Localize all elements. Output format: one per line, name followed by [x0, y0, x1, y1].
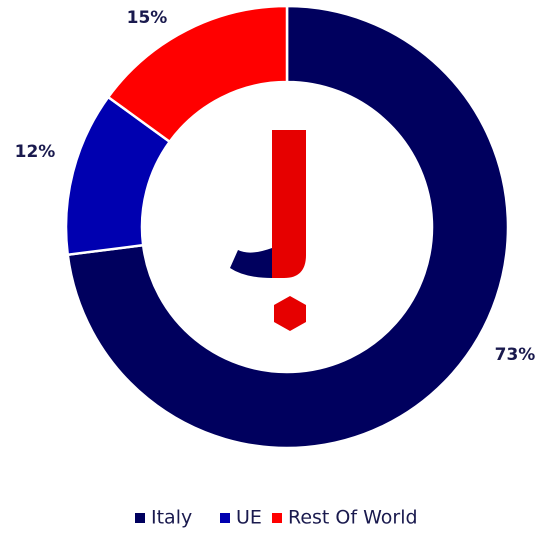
legend-label: UE	[236, 507, 262, 529]
logo-hook	[230, 248, 272, 278]
logo-dot	[274, 296, 306, 331]
donut	[64, 4, 510, 450]
logo-bar	[272, 130, 306, 278]
legend-swatch	[220, 513, 230, 523]
legend-swatch	[135, 513, 145, 523]
legend-label: Italy	[151, 507, 192, 529]
legend-label: Rest Of World	[288, 507, 418, 529]
value-label: 12%	[15, 142, 56, 162]
logo	[230, 130, 306, 331]
slice	[106, 4, 289, 144]
legend-swatch	[272, 513, 282, 523]
slice	[66, 4, 510, 450]
value-label: 15%	[127, 8, 168, 28]
value-label: 73%	[495, 345, 536, 365]
